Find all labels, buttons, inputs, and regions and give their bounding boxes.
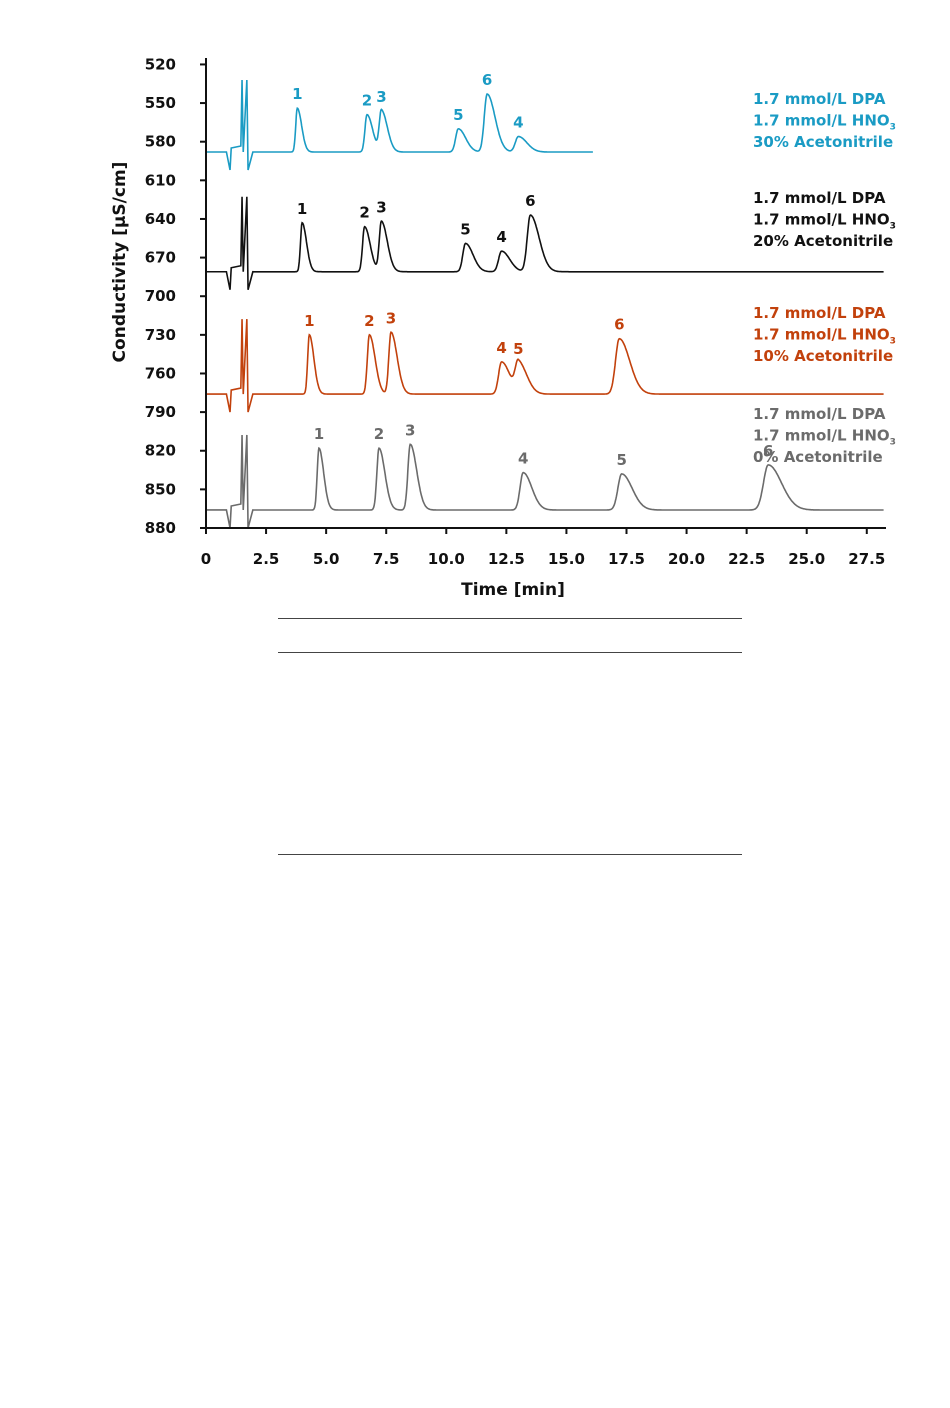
peak-label: 3 <box>376 88 386 106</box>
series-condition-label: 1.7 mmol/L HNO3 <box>753 211 896 232</box>
peak-label: 6 <box>482 71 492 89</box>
y-tick-label: 700 <box>145 287 176 305</box>
series-condition-label: 1.7 mmol/L DPA <box>753 189 886 207</box>
y-tick-label: 790 <box>145 403 176 421</box>
series-condition-label: 30% Acetonitrile <box>753 133 893 151</box>
y-tick-label: 610 <box>145 171 176 189</box>
y-tick-label: 580 <box>145 133 176 151</box>
x-tick-label: 0 <box>201 550 211 568</box>
y-tick-label: 820 <box>145 442 176 460</box>
peak-label: 5 <box>453 106 463 124</box>
peak-label: 2 <box>362 92 372 110</box>
x-tick-label: 15.0 <box>548 550 585 568</box>
x-tick-label: 20.0 <box>668 550 705 568</box>
y-tick-label: 880 <box>145 519 176 537</box>
x-tick-label: 25.0 <box>788 550 825 568</box>
series-line <box>206 196 884 290</box>
subscript-3: 3 <box>890 337 896 347</box>
peak-label: 1 <box>292 85 302 103</box>
peak-label: 3 <box>386 309 396 327</box>
subscript-3: 3 <box>890 438 896 448</box>
peak-label: 3 <box>376 199 386 217</box>
peak-label: 5 <box>513 340 523 358</box>
peak-label: 4 <box>518 450 528 468</box>
y-tick-label: 640 <box>145 210 176 228</box>
subscript-3: 3 <box>890 123 896 133</box>
series-condition-label: 1.7 mmol/L DPA <box>753 405 886 423</box>
peak-label: 6 <box>614 316 624 334</box>
peak-label: 2 <box>364 312 374 330</box>
peak-label: 5 <box>460 220 470 238</box>
peak-label: 5 <box>616 451 626 469</box>
series-line <box>206 79 593 171</box>
x-tick-label: 17.5 <box>608 550 645 568</box>
series-condition-label: 1.7 mmol/L DPA <box>753 304 886 322</box>
x-tick-label: 7.5 <box>373 550 400 568</box>
table-rule-top <box>278 618 742 619</box>
peak-label: 3 <box>405 421 415 439</box>
series-condition-label: 1.7 mmol/L DPA <box>753 90 886 108</box>
peak-label: 6 <box>525 192 535 210</box>
series-line <box>206 434 884 529</box>
series-condition-label: 1.7 mmol/L HNO3 <box>753 112 896 133</box>
table-rule-header <box>278 652 742 653</box>
peak-label: 2 <box>359 204 369 222</box>
y-tick-label: 760 <box>145 364 176 382</box>
table-rule-bottom <box>278 854 742 855</box>
y-tick-label: 850 <box>145 480 176 498</box>
series-condition-label: 0% Acetonitrile <box>753 448 883 466</box>
peak-label: 4 <box>513 114 523 132</box>
x-tick-label: 27.5 <box>848 550 885 568</box>
x-tick-label: 12.5 <box>488 550 525 568</box>
peak-label: 4 <box>496 339 506 357</box>
series-condition-label: 1.7 mmol/L HNO3 <box>753 326 896 347</box>
x-tick-label: 22.5 <box>728 550 765 568</box>
y-tick-label: 550 <box>145 94 176 112</box>
peak-label: 2 <box>374 425 384 443</box>
peak-label: 4 <box>496 228 506 246</box>
x-tick-label: 5.0 <box>313 550 340 568</box>
x-tick-label: 2.5 <box>253 550 280 568</box>
axes: 5205505806106406707007307607908208508800… <box>145 55 886 568</box>
peak-label: 6 <box>763 442 773 460</box>
series-condition-label: 10% Acetonitrile <box>753 347 893 365</box>
y-axis-label: Conductivity [µS/cm] <box>110 162 130 363</box>
peak-label: 1 <box>304 312 314 330</box>
series-line <box>206 319 884 413</box>
y-tick-label: 520 <box>145 55 176 73</box>
series-condition-label: 1.7 mmol/L HNO3 <box>753 427 896 448</box>
y-tick-label: 670 <box>145 249 176 267</box>
x-tick-label: 10.0 <box>428 550 465 568</box>
series-condition-label: 20% Acetonitrile <box>753 232 893 250</box>
subscript-3: 3 <box>890 222 896 232</box>
y-tick-label: 730 <box>145 326 176 344</box>
peak-label: 1 <box>297 200 307 218</box>
x-axis-label: Time [min] <box>461 580 565 600</box>
peak-label: 1 <box>314 425 324 443</box>
